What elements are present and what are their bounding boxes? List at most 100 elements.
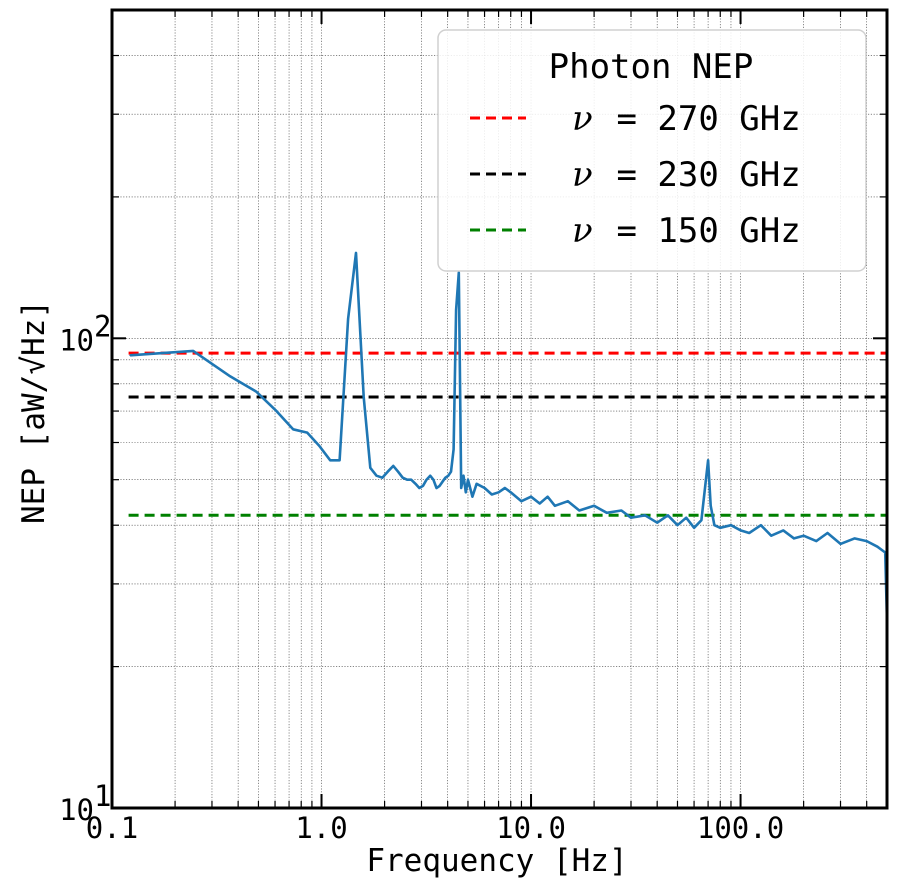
nep-series-point — [876, 545, 879, 548]
x-tick-label: 100.0 — [697, 811, 784, 845]
nep-series-point — [853, 537, 856, 540]
nep-series-point — [441, 480, 444, 483]
series-layer — [129, 251, 889, 622]
nep-series-point — [406, 478, 408, 481]
nep-series-point — [457, 271, 460, 274]
nep-series-point — [429, 474, 431, 477]
nep-series-point — [192, 350, 194, 352]
nep-series-point — [447, 474, 450, 477]
nep-series-point — [355, 252, 357, 254]
nep-series-point — [397, 470, 399, 473]
legend-label-1: = 230 GHz — [596, 155, 801, 195]
nep-series-point — [676, 524, 679, 527]
nep-series-point — [129, 354, 131, 357]
nep-series-point — [462, 474, 465, 477]
legend-box — [437, 29, 867, 272]
nep-series-point — [418, 487, 421, 489]
nep-series-line — [130, 251, 889, 622]
legend-nu-symbol: ν — [572, 99, 593, 139]
nep-series-point — [347, 318, 349, 320]
nep-series-point — [467, 478, 469, 481]
nep-series-point — [839, 543, 842, 545]
nep-series-point — [700, 519, 703, 521]
nep-series-point — [410, 478, 413, 481]
nep-series-point — [538, 502, 541, 505]
x-tick-label: 0.1 — [86, 811, 138, 845]
nep-series-point — [338, 459, 341, 462]
x-tick-label: 10.0 — [496, 811, 566, 845]
nep-series-point — [578, 509, 581, 512]
nep-series-point — [567, 500, 569, 502]
nep-series-point — [329, 459, 331, 462]
nep-series-point — [425, 478, 428, 481]
plot-frame — [110, 8, 889, 810]
nep-series-point — [452, 448, 455, 451]
nep-series-point — [306, 431, 308, 434]
photon-nep-lines — [128, 351, 887, 517]
nep-series-point — [620, 509, 623, 512]
legend-nu-symbol: ν — [572, 211, 593, 251]
nep-series-point — [375, 474, 378, 477]
nep-series-point — [520, 500, 523, 502]
nep-series-point — [509, 491, 512, 494]
legend-label-2: = 150 GHz — [596, 211, 801, 251]
nep-series-point — [530, 495, 532, 498]
nep-series-point — [802, 534, 805, 537]
nep-series-point — [826, 532, 829, 534]
nep-series-point — [455, 308, 457, 311]
nep-series-point — [318, 445, 321, 447]
nep-series-point — [593, 504, 595, 507]
y-tick-exponent: 2 — [94, 309, 111, 343]
nep-series-point — [656, 521, 658, 524]
nep-series-point — [471, 495, 474, 498]
legend-nu-symbol: ν — [572, 155, 593, 195]
nep-series-point — [730, 524, 732, 527]
nep-series-point — [793, 537, 795, 540]
nep-series-point — [381, 476, 384, 479]
nep-series-point — [386, 470, 389, 473]
x-tick-labels: 0.1 1.0 10.0 100.0 — [86, 811, 784, 845]
nep-series-point — [667, 514, 669, 517]
nep-series-point — [713, 524, 716, 527]
nep-series-point — [450, 470, 452, 473]
legend-label-0: = 270 GHz — [596, 99, 801, 139]
nep-series-point — [491, 493, 493, 496]
nep-series-point — [438, 485, 441, 487]
nep-series-point — [865, 540, 868, 542]
nep-series-point — [401, 476, 404, 479]
nep-series-point — [685, 516, 687, 519]
nep-series-point — [275, 410, 278, 412]
x-axis-label: Frequency [Hz] — [366, 843, 627, 879]
nep-series-point — [229, 375, 231, 378]
nep-series-point — [435, 487, 438, 489]
nep-series-point — [422, 485, 424, 487]
nep-series-point — [460, 487, 462, 489]
nep-series-point — [414, 483, 417, 485]
nep-series-point — [707, 459, 709, 462]
nep-series-point — [292, 428, 294, 431]
legend-title: Photon NEP — [549, 47, 754, 87]
nep-series-point — [432, 478, 435, 481]
nep-series-point — [739, 529, 742, 532]
nep-series-point — [497, 491, 500, 494]
nep-series-point — [782, 529, 785, 532]
nep-series-point — [255, 390, 258, 393]
nep-series-point — [464, 491, 467, 494]
nep-series-point — [392, 465, 395, 467]
nep-series-point — [630, 516, 632, 519]
nep-series-point — [504, 487, 506, 489]
nep-series-point — [444, 476, 447, 479]
nep-series-point — [644, 514, 646, 517]
nep-series-point — [475, 483, 478, 485]
nep-series-point — [760, 524, 762, 527]
y-tick-exponent: 1 — [94, 779, 111, 813]
x-tick-label: 1.0 — [295, 811, 347, 845]
y-tick-label: 10 — [59, 793, 94, 827]
nep-series-point — [815, 540, 818, 542]
nep-series-point — [693, 526, 695, 529]
nep-series-point — [770, 534, 772, 537]
nep-series-point — [748, 532, 751, 534]
